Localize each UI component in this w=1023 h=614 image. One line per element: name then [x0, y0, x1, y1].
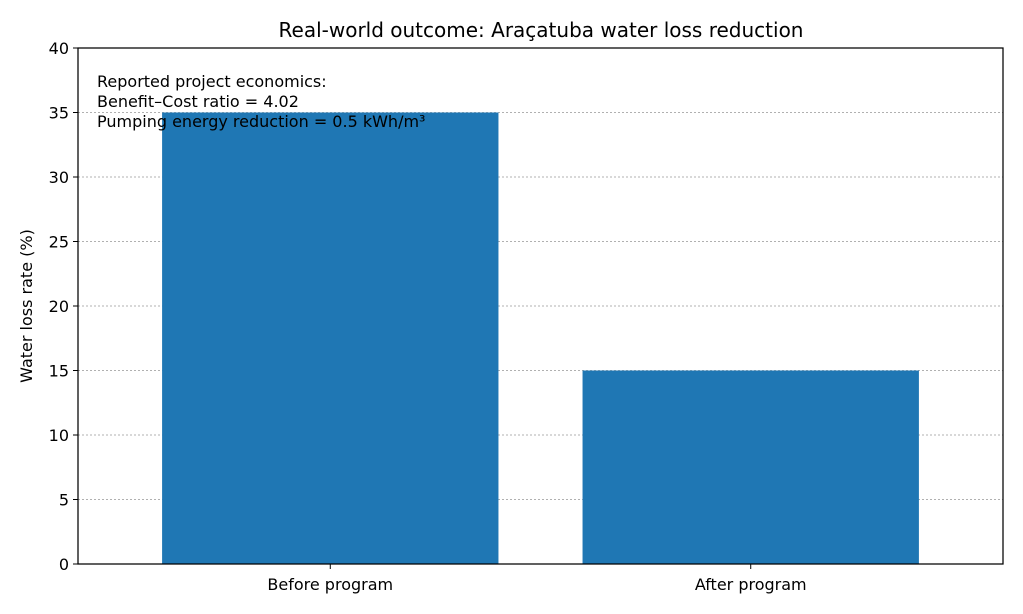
chart-title: Real-world outcome: Araçatuba water loss… [279, 18, 804, 42]
y-tick-label-1: 5 [59, 491, 69, 510]
bar-0 [162, 112, 499, 564]
y-axis-label: Water loss rate (%) [17, 229, 36, 383]
y-tick-label-3: 15 [49, 362, 69, 381]
annotation-line-0: Reported project economics: [97, 72, 327, 91]
y-tick-label-6: 30 [49, 168, 69, 187]
annotation-line-1: Benefit–Cost ratio = 4.02 [97, 92, 299, 111]
bar-1 [582, 370, 919, 564]
y-tick-label-7: 35 [49, 104, 69, 123]
y-tick-label-2: 10 [49, 426, 69, 445]
x-tick-label-1: After program [695, 575, 807, 594]
bars [162, 112, 919, 564]
y-tick-label-5: 25 [49, 233, 69, 252]
y-axis-ticks: 0 5 10 15 20 25 30 35 40 [49, 39, 78, 574]
y-tick-label-0: 0 [59, 555, 69, 574]
y-tick-label-8: 40 [49, 39, 69, 58]
annotation-box: Reported project economics:Benefit–Cost … [97, 72, 425, 131]
y-tick-label-4: 20 [49, 297, 69, 316]
x-axis-ticks: Before program After program [267, 564, 807, 594]
annotation-line-2: Pumping energy reduction = 0.5 kWh/m³ [97, 112, 425, 131]
x-tick-label-0: Before program [267, 575, 393, 594]
